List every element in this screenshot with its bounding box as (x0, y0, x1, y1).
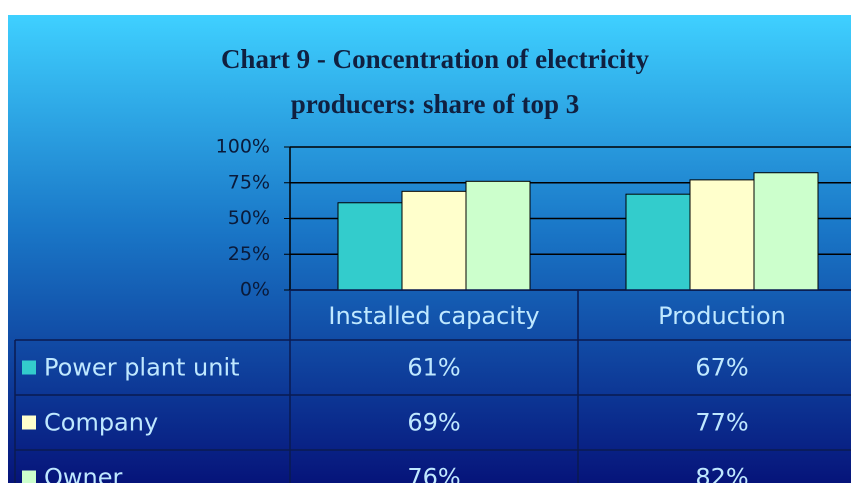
data-label: 82% (695, 464, 748, 483)
y-tick-label: 75% (228, 171, 270, 193)
data-label: 76% (407, 464, 460, 483)
legend-label: Power plant unit (44, 354, 240, 382)
legend-label: Owner (44, 464, 122, 483)
data-label: 61% (407, 354, 460, 382)
chart-title: producers: share of top 3 (291, 89, 580, 119)
y-tick-label: 25% (228, 243, 270, 265)
category-header: Production (658, 302, 786, 330)
bar (337, 202, 403, 291)
data-label: 77% (695, 409, 748, 437)
y-tick-label: 50% (228, 207, 270, 229)
category-header: Installed capacity (328, 302, 539, 330)
data-label: 69% (407, 409, 460, 437)
bar (465, 180, 531, 291)
legend-swatch (22, 360, 36, 375)
y-tick-label: 100% (216, 136, 270, 158)
bar (689, 179, 755, 291)
data-label: 67% (695, 354, 748, 382)
bar (753, 172, 819, 291)
legend-swatch (22, 415, 36, 430)
chart-title: Chart 9 - Concentration of electricity (221, 44, 650, 74)
legend-label: Company (44, 409, 158, 437)
y-tick-label: 0% (240, 279, 270, 301)
bar (401, 190, 467, 291)
bar (625, 193, 691, 291)
legend-swatch (22, 470, 36, 483)
